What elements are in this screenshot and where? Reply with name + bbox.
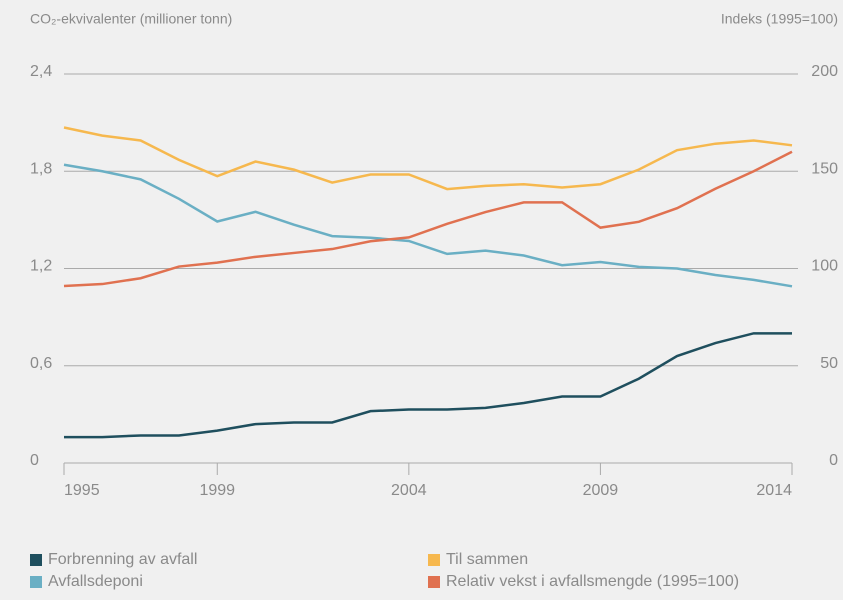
line-series [64,332,792,439]
y-tick-label: 0 [30,452,39,469]
y2-axis-title: Indeks (1995=100) [721,11,838,27]
legend-label: Avfallsdeponi [48,573,143,590]
y2-tick-label: 150 [811,160,838,177]
y-tick-label: 1,2 [30,258,52,275]
y-axis-title: CO₂-ekvivalenter (millioner tonn) [30,11,232,27]
y2-tick-label: 100 [811,258,838,275]
x-tick-label: 2009 [583,482,619,499]
legend-swatch [30,576,42,588]
x-tick-label: 1995 [64,482,100,499]
y2-tick-label: 200 [811,63,838,80]
x-tick-label: 2014 [756,482,792,499]
legend-swatch [428,554,440,566]
line-series [63,163,793,288]
legend-swatch [30,554,42,566]
line-series [63,150,793,288]
legend-label: Til sammen [446,551,528,568]
x-tick-label: 1999 [199,482,235,499]
y-tick-label: 0,6 [30,355,52,372]
y-tick-label: 2,4 [30,63,52,80]
legend-label: Forbrenning av avfall [48,551,197,568]
line-series [63,126,793,191]
x-tick-label: 2004 [391,482,427,499]
y2-tick-label: 50 [820,355,838,372]
y2-tick-label: 0 [829,452,838,469]
y-tick-label: 1,8 [30,160,52,177]
legend-swatch [428,576,440,588]
legend-label: Relativ vekst i avfallsmengde (1995=100) [446,573,739,590]
